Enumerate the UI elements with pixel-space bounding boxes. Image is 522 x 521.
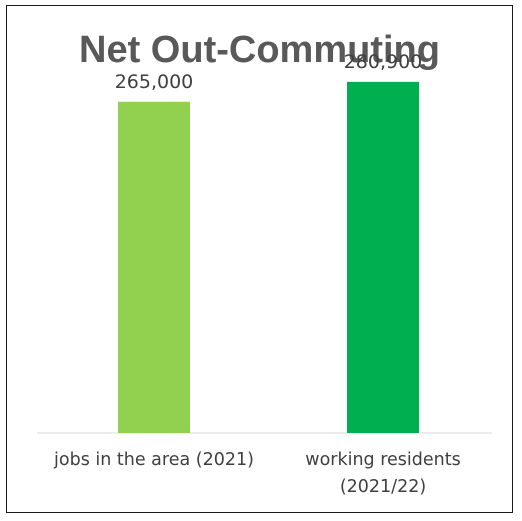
tick-labels-group: jobs in the area (2021) working residents… [53, 450, 461, 497]
bar-1 [118, 101, 190, 433]
data-label-2: 280,900 [344, 51, 423, 73]
chart-title: Net Out-Commuting [79, 29, 440, 71]
value-labels-group: 265,000 280,900 [115, 51, 423, 93]
x-tick-label-2-line-1: working residents [305, 450, 460, 470]
x-tick-label-1: jobs in the area (2021) [53, 450, 254, 470]
bars-group [118, 81, 419, 433]
x-tick-label-2-line-2: (2021/22) [340, 477, 426, 497]
chart-plot-area: 265,000 280,900 jobs in the area (2021) wo… [37, 51, 492, 497]
chart-frame: Net Out-Commuting 265,000 280,900 jobs in… [6, 5, 513, 513]
bar-2 [347, 81, 419, 433]
data-label-1: 265,000 [115, 71, 194, 93]
